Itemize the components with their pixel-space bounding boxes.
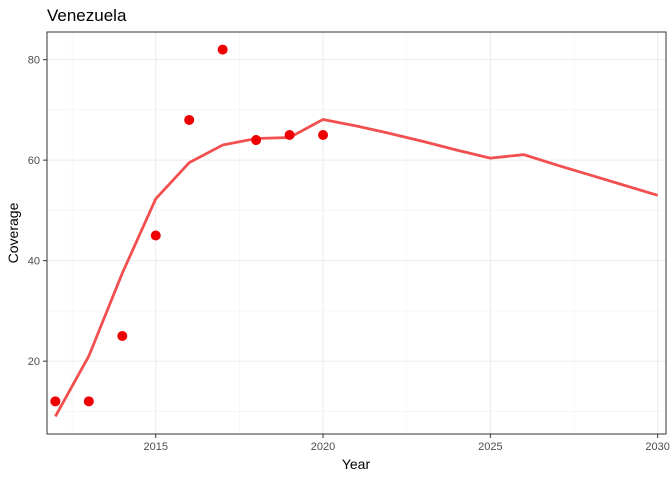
data-point — [251, 135, 262, 146]
panel-border — [46, 31, 667, 435]
data-point — [217, 44, 228, 55]
data-point — [184, 114, 195, 125]
y-axis-title: Coverage — [5, 202, 21, 263]
panel-background — [47, 32, 666, 434]
minor-gridlines — [47, 32, 666, 434]
data-point — [117, 331, 128, 342]
x-axis: 2015 2020 2025 2030 — [144, 434, 670, 453]
x-axis-title: Year — [342, 456, 371, 472]
y-axis: 20 40 60 80 — [28, 55, 47, 368]
x-tick-label: 2015 — [144, 441, 168, 453]
x-tick-label: 2020 — [311, 441, 335, 453]
data-point — [318, 130, 329, 141]
y-tick-label: 20 — [28, 356, 40, 368]
data-point — [50, 396, 61, 407]
plot-panel — [46, 31, 667, 435]
x-tick-label: 2030 — [645, 441, 669, 453]
chart-title: Venezuela — [47, 6, 127, 25]
data-point — [150, 230, 161, 241]
series-layer — [50, 44, 659, 418]
major-gridlines — [47, 32, 666, 434]
y-tick-label: 60 — [28, 155, 40, 167]
x-tick-label: 2025 — [478, 441, 502, 453]
y-tick-label: 80 — [28, 55, 40, 67]
data-point — [83, 396, 94, 407]
trend-line — [54, 118, 659, 418]
data-point — [284, 130, 295, 141]
y-tick-label: 40 — [28, 256, 40, 268]
